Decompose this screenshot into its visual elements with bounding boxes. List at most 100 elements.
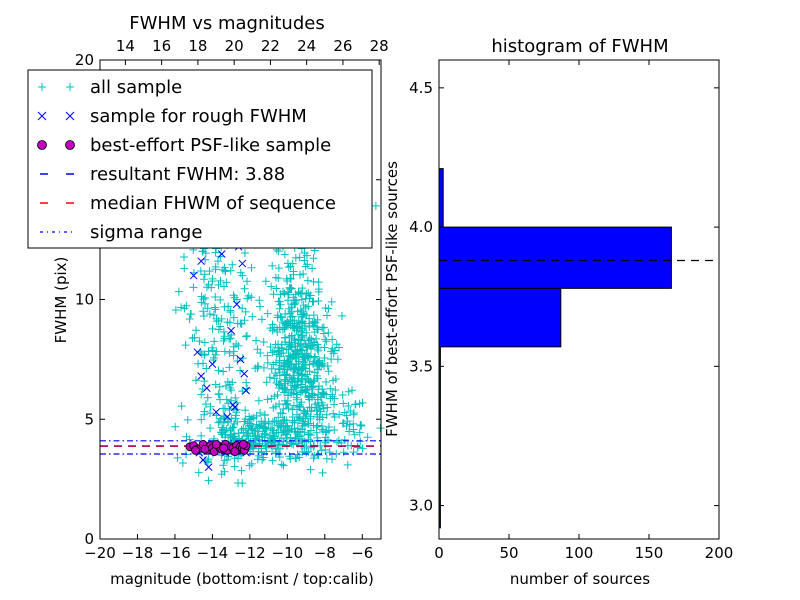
all-sample-point: [323, 361, 332, 370]
all-sample-point: [263, 358, 272, 367]
all-sample-point: [289, 270, 298, 279]
all-sample-point: [231, 414, 240, 423]
all-sample-point: [216, 276, 225, 285]
scatter-title: FWHM vs magnitudes: [129, 13, 324, 34]
all-sample-point: [255, 422, 264, 431]
all-sample-point: [214, 389, 223, 398]
all-sample-point: [211, 380, 220, 389]
all-sample-point: [196, 267, 205, 276]
all-sample-point: [279, 416, 288, 425]
all-sample-point: [213, 257, 222, 266]
all-sample-point: [305, 322, 314, 331]
all-sample-point: [343, 417, 352, 426]
all-sample-point: [293, 322, 302, 331]
all-sample-point: [282, 386, 291, 395]
all-sample-point: [229, 351, 238, 360]
psf-like-markers: [185, 439, 251, 456]
all-sample-point: [328, 392, 337, 401]
all-sample-point: [189, 283, 198, 292]
all-sample-point: [302, 311, 311, 320]
all-sample-point: [257, 315, 266, 324]
all-sample-point: [284, 304, 293, 313]
all-sample-point: [271, 402, 280, 411]
all-sample-point: [322, 311, 331, 320]
all-sample-point: [298, 346, 307, 355]
all-sample-point: [197, 298, 206, 307]
all-sample-point: [299, 309, 308, 318]
all-sample-point: [294, 335, 303, 344]
hist-x-tick-label: 50: [499, 544, 518, 562]
all-sample-point: [331, 374, 340, 383]
all-sample-point: [276, 381, 285, 390]
all-sample-point: [350, 430, 359, 439]
all-sample-point: [258, 455, 267, 464]
all-sample-point: [208, 346, 217, 355]
all-sample-point: [318, 323, 327, 332]
all-sample-point: [308, 264, 317, 273]
all-sample-point: [304, 302, 313, 311]
all-sample-point: [272, 284, 281, 293]
all-sample-point: [249, 413, 258, 422]
all-sample-point: [339, 419, 348, 428]
all-sample-point: [318, 468, 327, 477]
all-sample-point: [330, 394, 339, 403]
all-sample-point: [263, 351, 272, 360]
all-sample-point: [335, 410, 344, 419]
all-sample-point: [212, 347, 221, 356]
all-sample-point: [271, 358, 280, 367]
legend-marker-x: [37, 111, 47, 121]
all-sample-point: [308, 297, 317, 306]
all-sample-point: [282, 274, 291, 283]
histogram-bar: [438, 168, 444, 228]
all-sample-point: [286, 351, 295, 360]
all-sample-point: [298, 331, 307, 340]
all-sample-point: [282, 399, 291, 408]
rough-fwhm-point: [231, 403, 239, 412]
all-sample-point: [226, 306, 235, 315]
all-sample-point: [330, 412, 339, 421]
all-sample-point: [284, 404, 293, 413]
all-sample-point: [300, 417, 309, 426]
all-sample-point: [325, 448, 334, 457]
all-sample-point: [291, 434, 300, 443]
all-sample-point: [192, 376, 201, 385]
all-sample-point: [255, 296, 264, 305]
all-sample-point: [217, 470, 226, 479]
all-sample-point: [263, 309, 272, 318]
all-sample-point: [287, 425, 296, 434]
all-sample-point: [220, 347, 229, 356]
all-sample-point: [225, 335, 234, 344]
all-sample-point: [349, 425, 358, 434]
all-sample-point: [268, 426, 277, 435]
x-top-tick-label: 24: [297, 37, 316, 55]
all-sample-point: [219, 461, 228, 470]
all-sample-point: [290, 416, 299, 425]
all-sample-point: [241, 406, 250, 415]
all-sample-point: [293, 323, 302, 332]
all-sample-point: [180, 304, 189, 313]
all-sample-point: [306, 377, 315, 386]
all-sample-point: [297, 369, 306, 378]
all-sample-point: [310, 376, 319, 385]
all-sample-point: [253, 363, 262, 372]
all-sample-point: [340, 408, 349, 417]
all-sample-point: [318, 413, 327, 422]
all-sample-point: [226, 266, 235, 275]
legend-label: median FHWM of sequence: [90, 193, 336, 214]
all-sample-point: [301, 262, 310, 271]
rough-fwhm-point: [217, 250, 226, 258]
all-sample-point: [202, 364, 211, 373]
all-sample-point: [195, 337, 204, 346]
all-sample-point: [204, 347, 213, 356]
all-sample-point: [322, 427, 331, 436]
all-sample-point: [323, 403, 332, 412]
all-sample-point: [267, 364, 276, 373]
hist-x-tick-label: 200: [705, 544, 734, 562]
all-sample-point: [208, 324, 217, 333]
all-sample-point: [240, 284, 249, 293]
all-sample-point: [303, 276, 312, 285]
all-sample-point: [259, 338, 268, 347]
psf-like-point: [238, 439, 248, 449]
all-sample-point: [211, 292, 220, 301]
